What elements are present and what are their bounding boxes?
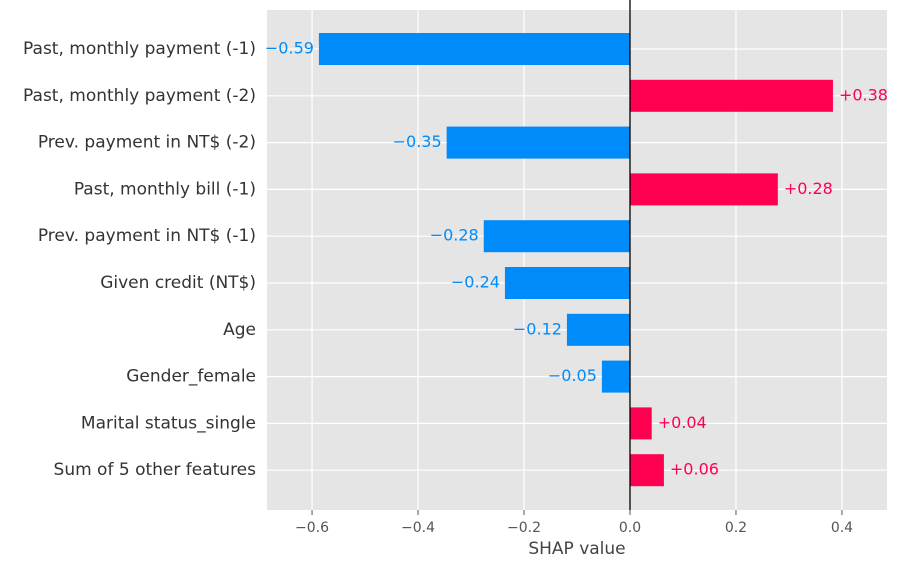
x-tick-label: 0.0: [619, 520, 641, 536]
x-tick-label: −0.6: [295, 520, 329, 536]
bar: [601, 360, 630, 393]
value-label: −0.12: [513, 319, 562, 338]
value-label: +0.04: [658, 413, 707, 432]
bar: [504, 267, 630, 299]
value-label: +0.38: [839, 85, 888, 104]
bar: [446, 126, 630, 159]
y-tick-label: Prev. payment in NT$ (-2): [38, 133, 256, 153]
x-tick-label: −0.2: [507, 520, 541, 536]
value-label: +0.28: [784, 179, 833, 198]
y-tick-label: Sum of 5 other features: [54, 460, 257, 480]
y-tick-label: Marital status_single: [81, 413, 256, 433]
x-axis-label: SHAP value: [528, 539, 625, 559]
value-label: −0.05: [548, 366, 597, 385]
value-label: −0.24: [451, 273, 500, 292]
x-tick-label: 0.2: [725, 520, 747, 536]
bar: [629, 407, 652, 440]
bar: [483, 220, 630, 253]
y-tick-label: Given credit (NT$): [100, 273, 256, 293]
y-tick-label: Past, monthly payment (-2): [23, 86, 256, 106]
bar: [566, 313, 630, 346]
bar: [318, 33, 630, 65]
value-label: −0.28: [430, 226, 479, 245]
bar: [629, 173, 778, 206]
value-label: +0.06: [670, 460, 719, 479]
bar: [629, 79, 833, 112]
value-label: −0.35: [393, 132, 442, 151]
y-tick-label: Prev. payment in NT$ (-1): [38, 226, 256, 246]
y-tick-label: Past, monthly bill (-1): [74, 179, 256, 199]
value-label: −0.59: [265, 39, 314, 58]
x-tick-label: −0.4: [401, 520, 435, 536]
y-tick-label: Age: [223, 320, 256, 340]
y-tick-label: Gender_female: [126, 367, 256, 387]
y-tick-label: Past, monthly payment (-1): [23, 39, 256, 59]
x-tick-label: 0.4: [831, 520, 853, 536]
bar: [629, 454, 664, 487]
